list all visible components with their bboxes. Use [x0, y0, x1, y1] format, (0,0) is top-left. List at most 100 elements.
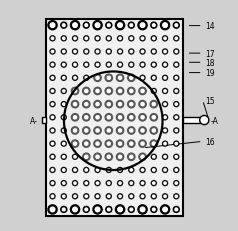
Circle shape	[129, 50, 134, 55]
Circle shape	[116, 114, 124, 122]
Circle shape	[74, 51, 76, 53]
Circle shape	[61, 102, 66, 107]
Circle shape	[128, 127, 135, 134]
Circle shape	[95, 50, 100, 55]
Circle shape	[51, 90, 54, 93]
Circle shape	[63, 143, 65, 145]
Circle shape	[130, 38, 132, 40]
Circle shape	[107, 103, 110, 106]
Circle shape	[174, 155, 179, 160]
Circle shape	[152, 116, 155, 119]
Circle shape	[153, 51, 155, 53]
Circle shape	[151, 207, 157, 213]
Circle shape	[139, 114, 146, 122]
Circle shape	[48, 21, 57, 30]
Circle shape	[119, 182, 121, 185]
Circle shape	[107, 129, 110, 133]
Circle shape	[119, 116, 122, 119]
Circle shape	[74, 90, 77, 93]
Circle shape	[140, 37, 145, 42]
Circle shape	[70, 21, 80, 30]
Circle shape	[128, 114, 135, 122]
Circle shape	[71, 114, 79, 122]
Circle shape	[164, 195, 166, 198]
Circle shape	[71, 127, 79, 134]
Circle shape	[94, 75, 101, 82]
Circle shape	[106, 168, 111, 173]
Circle shape	[152, 208, 155, 211]
Circle shape	[130, 182, 132, 185]
Circle shape	[51, 51, 54, 53]
Text: 16: 16	[205, 137, 215, 146]
Circle shape	[96, 77, 99, 80]
Circle shape	[85, 90, 88, 93]
Circle shape	[163, 141, 168, 146]
Circle shape	[174, 63, 179, 68]
Circle shape	[141, 51, 144, 53]
Circle shape	[150, 101, 158, 108]
Circle shape	[84, 194, 89, 199]
Circle shape	[174, 76, 179, 81]
Circle shape	[62, 25, 65, 27]
Circle shape	[107, 25, 110, 27]
Circle shape	[74, 103, 77, 106]
Circle shape	[128, 75, 135, 82]
Circle shape	[130, 90, 133, 93]
Circle shape	[74, 195, 76, 198]
Circle shape	[95, 168, 100, 173]
Circle shape	[74, 182, 76, 185]
Circle shape	[85, 169, 87, 171]
Circle shape	[160, 205, 170, 214]
Circle shape	[173, 207, 179, 213]
Circle shape	[141, 129, 144, 133]
Circle shape	[96, 155, 99, 159]
Circle shape	[174, 194, 179, 199]
Circle shape	[175, 195, 178, 198]
Circle shape	[61, 128, 66, 133]
Circle shape	[83, 101, 90, 108]
Circle shape	[129, 194, 134, 199]
Circle shape	[61, 141, 66, 146]
Circle shape	[51, 156, 54, 158]
Circle shape	[61, 89, 66, 94]
Circle shape	[63, 117, 65, 119]
Circle shape	[73, 207, 77, 212]
Circle shape	[93, 21, 102, 30]
Circle shape	[164, 51, 166, 53]
Circle shape	[108, 182, 110, 185]
Circle shape	[164, 169, 166, 171]
Circle shape	[106, 63, 111, 68]
Circle shape	[51, 64, 54, 67]
Circle shape	[139, 127, 146, 134]
Circle shape	[95, 181, 100, 186]
Circle shape	[138, 205, 147, 214]
Circle shape	[96, 182, 99, 185]
Circle shape	[96, 51, 99, 53]
Circle shape	[96, 116, 99, 119]
Circle shape	[106, 37, 111, 42]
Circle shape	[63, 38, 65, 40]
Circle shape	[63, 130, 65, 132]
Circle shape	[116, 88, 124, 95]
Circle shape	[163, 181, 168, 186]
Circle shape	[96, 129, 99, 133]
Circle shape	[96, 64, 99, 67]
Circle shape	[141, 103, 144, 106]
Circle shape	[94, 114, 101, 122]
Circle shape	[85, 182, 87, 185]
Circle shape	[141, 142, 144, 146]
Circle shape	[128, 207, 134, 213]
Circle shape	[174, 168, 179, 173]
Circle shape	[105, 140, 113, 148]
Circle shape	[175, 169, 178, 171]
Circle shape	[107, 155, 110, 159]
Circle shape	[85, 38, 87, 40]
Circle shape	[63, 103, 65, 106]
Circle shape	[119, 155, 122, 159]
Circle shape	[71, 101, 79, 108]
Circle shape	[141, 77, 144, 80]
Circle shape	[164, 117, 166, 119]
Circle shape	[130, 195, 132, 198]
Circle shape	[151, 23, 157, 29]
Circle shape	[85, 25, 88, 27]
